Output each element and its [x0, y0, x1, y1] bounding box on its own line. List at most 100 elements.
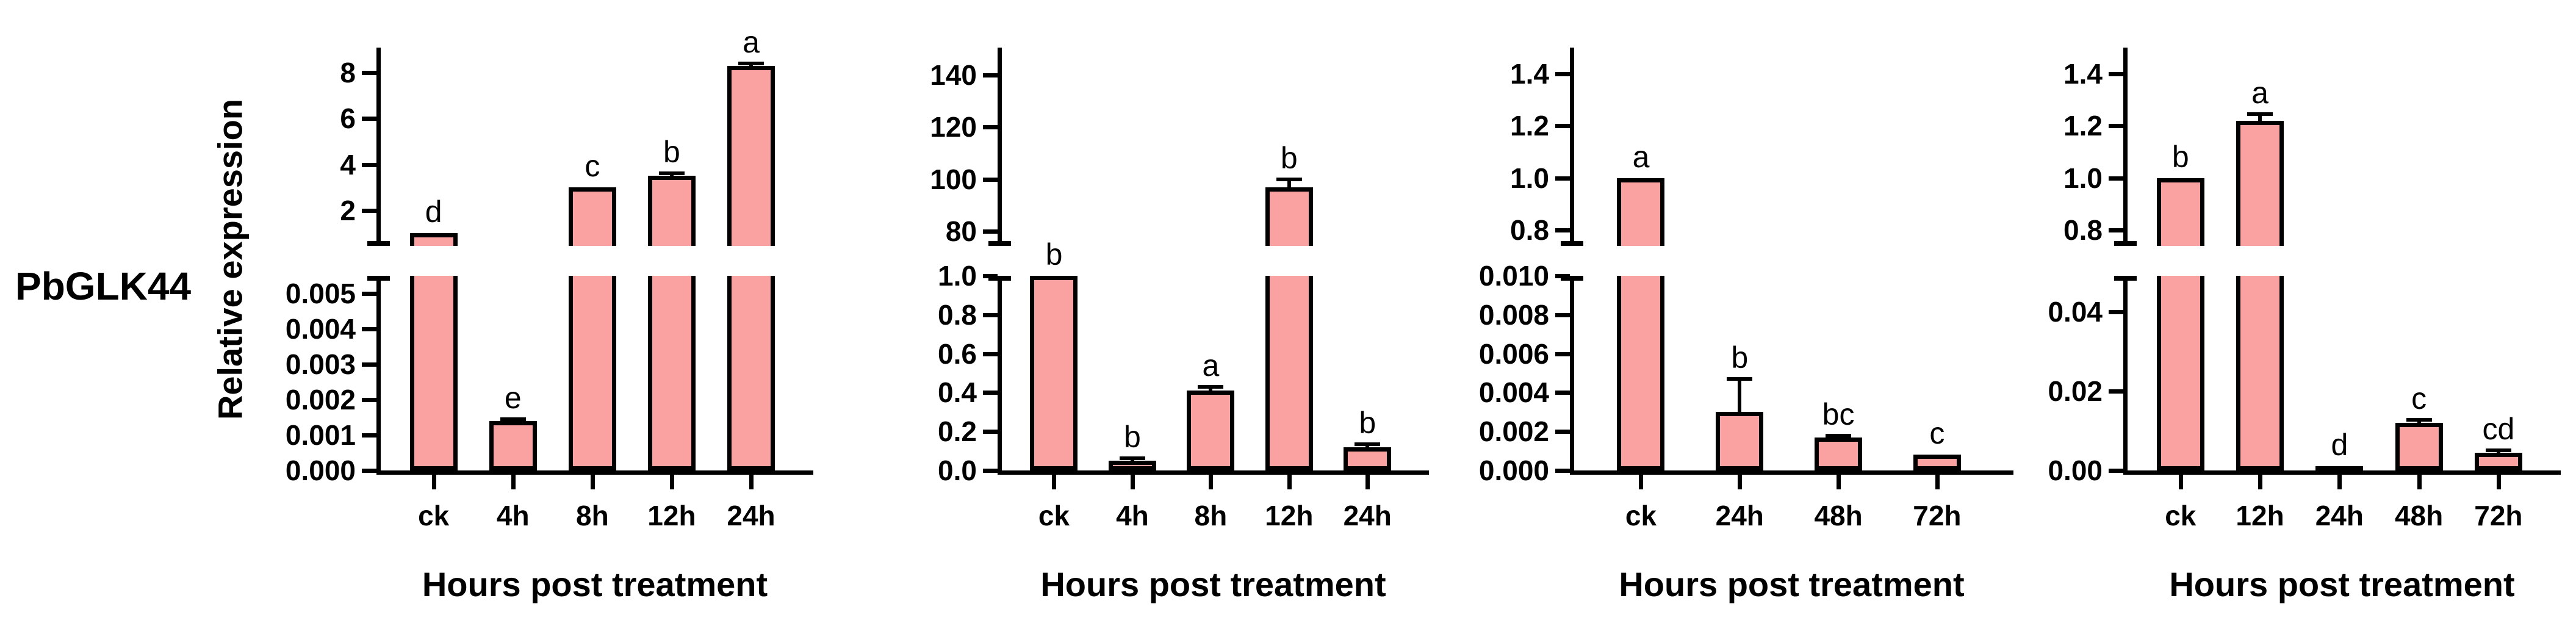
chart-panel-1: 2 4 6 8 0.005 0.004 0.003 0.002 0.001 0.000 d ck e 4h… [269, 0, 838, 623]
x-tick-mark [669, 475, 674, 489]
y-tick-mark [2109, 469, 2123, 473]
y-axis-upper-segment [376, 48, 381, 246]
bar-12h [2236, 276, 2284, 470]
sig-letter-48h: c [2411, 381, 2427, 416]
error-bar-cap-24h [738, 61, 765, 65]
y-tick-label: 0.2 [938, 416, 977, 448]
x-tick-mark [590, 475, 595, 489]
y-tick-label: 8 [340, 57, 356, 89]
y-tick-mark [1555, 391, 1570, 395]
y-tick-label: 0.002 [1478, 416, 1549, 448]
category-label-72h: 72h [2474, 500, 2523, 531]
axis-break-dash-upper [1561, 241, 1583, 246]
sig-letter-ck: d [425, 195, 442, 229]
bar-upper-12h [647, 176, 696, 246]
axis-break-dash-lower [988, 276, 1011, 281]
sig-letter-ck: b [1045, 237, 1063, 272]
bar-ck [2156, 276, 2204, 470]
y-tick-label: 0.004 [285, 313, 356, 345]
bar-8h [1187, 391, 1235, 470]
error-bar-stem-4h [511, 419, 515, 424]
y-tick-mark [362, 433, 376, 438]
x-axis-title: Hours post treatment [1619, 565, 1965, 603]
bar-ck [409, 276, 458, 470]
sig-letter-ck: b [2171, 139, 2189, 174]
y-tick-mark [983, 430, 998, 434]
sig-letter-48h: bc [1822, 397, 1855, 432]
x-tick-mark [2417, 475, 2422, 489]
category-label-4h: 4h [496, 500, 530, 531]
y-tick-mark [983, 125, 998, 130]
x-tick-mark [2496, 475, 2501, 489]
y-tick-mark [362, 362, 376, 367]
y-tick-label: 0.8 [2063, 214, 2103, 247]
x-tick-mark [1052, 475, 1057, 489]
error-bar-stem-48h [2417, 419, 2421, 426]
category-label-48h: 48h [2394, 500, 2444, 531]
category-label-12h: 12h [1265, 500, 1314, 531]
axis-break-dash-lower [2114, 276, 2137, 281]
error-bar-cap-24h [1727, 377, 1753, 381]
y-tick-mark [362, 469, 376, 473]
x-tick-mark [1130, 475, 1135, 489]
y-tick-label: 120 [930, 111, 977, 143]
y-tick-label: 4 [340, 148, 356, 181]
y-tick-mark [1555, 71, 1570, 76]
x-tick-mark [1738, 475, 1743, 489]
error-bar-cap-12h [658, 171, 685, 175]
x-tick-mark [749, 475, 754, 489]
x-tick-mark [1287, 475, 1292, 489]
y-tick-mark [2109, 124, 2123, 129]
sig-letter-12h: b [1280, 140, 1298, 175]
category-label-72h: 72h [1913, 500, 1962, 531]
y-tick-mark [362, 162, 376, 167]
y-tick-label: 0.04 [2048, 295, 2103, 328]
y-tick-label: 0.02 [2048, 375, 2103, 407]
y-tick-label: 80 [945, 215, 977, 248]
y-axis-lower-segment [376, 276, 381, 475]
y-tick-mark [2109, 176, 2123, 181]
category-label-ck: ck [1038, 500, 1070, 531]
y-tick-mark [362, 327, 376, 331]
bar-24h [1344, 447, 1392, 470]
y-tick-label: 0.00 [2048, 455, 2103, 486]
y-tick-label: 1.4 [1510, 57, 1549, 90]
y-tick-mark [983, 391, 998, 395]
bar-upper-24h [727, 66, 775, 246]
y-tick-label: 0.000 [285, 455, 356, 486]
error-bar-stem-8h [1209, 386, 1213, 394]
y-tick-label: 0.003 [285, 348, 356, 380]
bar-72h [1913, 455, 1961, 470]
y-tick-label: 0.005 [285, 278, 356, 309]
y-tick-mark [983, 469, 998, 473]
y-tick-mark [983, 73, 998, 77]
y-tick-mark [2109, 228, 2123, 233]
y-axis-upper-segment [1570, 48, 1574, 246]
y-tick-label: 140 [930, 59, 977, 91]
category-label-24h: 24h [1715, 500, 1764, 531]
bar-8h [568, 276, 616, 470]
x-axis-line [998, 470, 1429, 475]
y-axis-upper-segment [2123, 48, 2128, 246]
y-tick-label: 0.6 [938, 337, 977, 370]
bar-24h [2315, 466, 2364, 475]
error-bar-stem-24h [1365, 444, 1370, 450]
error-bar-cap-12h [1276, 177, 1302, 181]
y-tick-mark [1555, 124, 1570, 129]
bar-12h [647, 276, 696, 470]
error-bar-stem-24h [1738, 379, 1742, 416]
error-bar-stem-4h [1130, 458, 1134, 464]
x-axis-title: Hours post treatment [1040, 565, 1386, 603]
bar-48h [2395, 422, 2443, 470]
category-label-24h: 24h [727, 500, 775, 531]
category-label-8h: 8h [1194, 500, 1228, 531]
y-tick-label: 0.004 [1478, 376, 1549, 409]
error-bar-cap-12h [2247, 112, 2273, 117]
x-tick-mark [431, 475, 436, 489]
sig-letter-24h: a [743, 24, 760, 59]
y-tick-label: 0.8 [938, 298, 977, 331]
y-tick-mark [2109, 309, 2123, 314]
sig-letter-72h: c [1929, 416, 1945, 451]
category-label-48h: 48h [1814, 500, 1863, 531]
